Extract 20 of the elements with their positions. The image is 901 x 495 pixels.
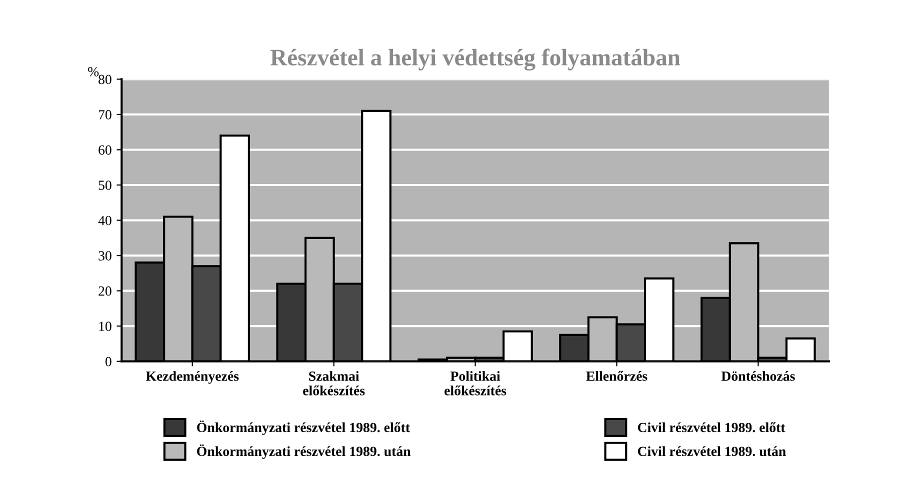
y-axis-title: %	[88, 67, 99, 76]
y-tick-label: 60	[98, 145, 112, 155]
chart-title: Részvétel a helyi védettség folyamatában	[270, 48, 680, 71]
x-tick-label: Ellenőrzés	[586, 370, 648, 381]
legend-label: Civil részvétel 1989. után	[638, 446, 786, 456]
x-tick-label: Szakmai előkészítés	[303, 371, 365, 396]
x-tick-label: Döntéshozás	[721, 371, 795, 381]
y-tick-label: 70	[98, 110, 112, 120]
y-tick-label: 50	[98, 180, 112, 190]
legend-label: Önkormányzati részvétel 1989. után	[197, 444, 411, 459]
legend-label: Civil részvétel 1989. előtt	[638, 422, 786, 432]
y-tick-label: 10	[99, 322, 112, 332]
y-tick-label: 20	[98, 286, 112, 296]
legend-label: Önkormányzati részvétel 1989. előtt	[197, 420, 410, 436]
y-tick-label: 0	[106, 356, 112, 366]
y-tick-label: 80	[98, 74, 112, 84]
y-tick-label: 40	[98, 216, 112, 226]
y-tick-label: 30	[98, 251, 112, 260]
x-tick-label: Kezdeményezés	[146, 371, 239, 384]
x-tick-label: Politikai előkészítés	[444, 371, 506, 396]
